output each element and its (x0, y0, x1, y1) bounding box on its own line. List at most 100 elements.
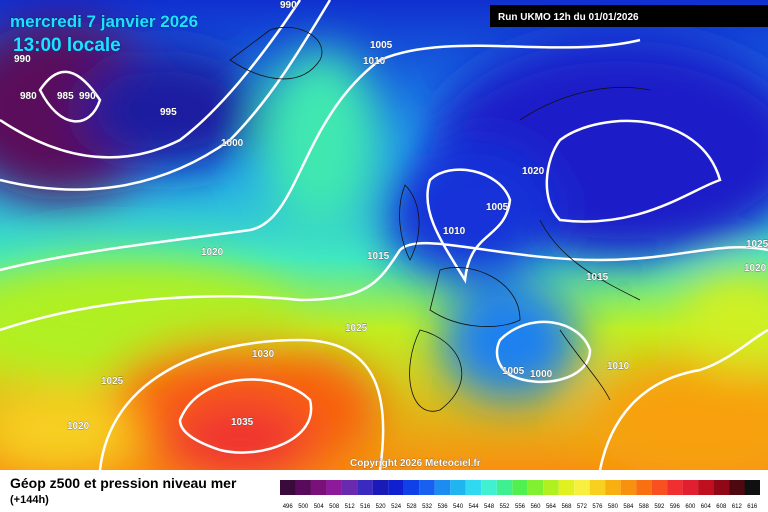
isobar-label: 1020 (744, 263, 767, 274)
isobar-label: 990 (14, 54, 31, 65)
colorbar-swatch (512, 480, 528, 495)
colorbar-label: 552 (500, 504, 511, 510)
isobar-label: 1010 (363, 56, 386, 67)
isobar-label: 990 (280, 0, 297, 11)
colorbar-swatch (636, 480, 652, 495)
colorbar-swatch (280, 480, 296, 495)
isobar-label: 1010 (443, 226, 466, 237)
colorbar-label: 608 (716, 504, 727, 510)
colorbar-label: 540 (453, 504, 464, 510)
colorbar-swatch (357, 480, 373, 495)
colorbar-label: 508 (329, 504, 340, 510)
colorbar-swatch (403, 480, 420, 495)
colorbar-label: 576 (592, 504, 603, 510)
isobar-label: 990 (79, 91, 96, 102)
colorbar-swatch (574, 480, 590, 495)
copyright: Copyright 2026 Meteociel.fr (350, 458, 481, 469)
footer-title: Géop z500 et pression niveau mer (10, 475, 237, 491)
isobars (0, 0, 768, 470)
colorbar-swatch (295, 480, 311, 495)
colorbar-label: 592 (654, 504, 665, 510)
isobar-label: 1035 (231, 417, 254, 428)
isobar-label: 1025 (746, 239, 768, 250)
colorbar-label: 580 (608, 504, 619, 510)
colorbar-label: 568 (561, 504, 572, 510)
colorbar-label: 556 (515, 504, 526, 510)
colorbar-label: 524 (391, 504, 402, 510)
run-info: Run UKMO 12h du 01/01/2026 (498, 12, 639, 23)
isobar-label: 1005 (370, 40, 393, 51)
coastlines (229, 26, 651, 412)
colorbar-label: 604 (701, 504, 712, 510)
colorbar-swatch (744, 480, 760, 495)
colorbar-label: 612 (732, 504, 743, 510)
footer-subtitle: (+144h) (10, 494, 49, 506)
header-date: mercredi 7 janvier 2026 (10, 12, 198, 31)
colorbar-swatch (543, 480, 559, 495)
colorbar-swatch (481, 480, 497, 495)
colorbar-label: 496 (283, 504, 294, 510)
colorbar-swatch (605, 480, 621, 495)
isobar-label: 980 (20, 91, 37, 102)
colorbar-label: 536 (438, 504, 449, 510)
isobar-label: 1000 (221, 138, 244, 149)
colorbar-swatch (496, 480, 513, 495)
colorbar-label: 532 (422, 504, 433, 510)
colorbar-swatch (682, 480, 699, 495)
map-field (0, 0, 768, 470)
colorbar-swatch (450, 480, 466, 495)
colorbar-label: 596 (670, 504, 681, 510)
colorbar-label: 520 (376, 504, 387, 510)
colorbar-label: 504 (314, 504, 325, 510)
isobar-label: 1005 (486, 202, 509, 213)
isobar-label: 1025 (345, 323, 368, 334)
colorbar-swatch (388, 480, 404, 495)
colorbar-swatch (419, 480, 435, 495)
colorbar-swatch (341, 480, 358, 495)
colorbar-label: 564 (546, 504, 557, 510)
isobar-label: 1020 (67, 421, 90, 432)
colorbar-label: 548 (484, 504, 495, 510)
colorbar-label: 516 (360, 504, 371, 510)
colorbar-label: 500 (298, 504, 309, 510)
isobar-label: 1025 (101, 376, 124, 387)
colorbar-swatch (372, 480, 389, 495)
isobar-label: 1015 (367, 251, 390, 262)
isobar-label: 1020 (201, 247, 224, 258)
header-time: 13:00 locale (13, 35, 121, 56)
run-box (490, 5, 768, 27)
colorbar-label: 512 (345, 504, 356, 510)
colorbar-label: 600 (685, 504, 696, 510)
colorbar-swatch (527, 480, 544, 495)
isobar-label: 1030 (252, 349, 275, 360)
isobar-label: 1020 (522, 166, 545, 177)
isobar-label: 995 (160, 107, 177, 118)
colorbar-label: 616 (747, 504, 758, 510)
colorbar-swatch (667, 480, 683, 495)
colorbar-swatch (326, 480, 342, 495)
colorbar-swatch (558, 480, 575, 495)
colorbar-label: 572 (577, 504, 588, 510)
isobar-label: 1010 (607, 361, 630, 372)
colorbar-swatch (620, 480, 637, 495)
isobar-label: 1015 (586, 272, 609, 283)
colorbar-swatch (465, 480, 482, 495)
colorbar-swatch (310, 480, 327, 495)
colorbar-swatch (729, 480, 745, 495)
colorbar-label: 560 (530, 504, 541, 510)
isobar-labels: 990 990 980 985 990 1005 1010 995 1000 1020 1005 10… (14, 0, 768, 432)
colorbar-swatch (434, 480, 451, 495)
colorbar: 496 500 504 508 512 516 520 524 528 532 536 540 544 5… (280, 480, 760, 510)
colorbar-label: 528 (407, 504, 418, 510)
colorbar-label: 584 (623, 504, 634, 510)
colorbar-label: 544 (469, 504, 480, 510)
colorbar-label: 588 (639, 504, 650, 510)
isobar-label: 985 (57, 91, 74, 102)
colorbar-swatch (698, 480, 714, 495)
colorbar-swatch (651, 480, 668, 495)
colorbar-swatch (589, 480, 606, 495)
isobar-label: 1000 (530, 369, 553, 380)
colorbar-swatch (713, 480, 730, 495)
